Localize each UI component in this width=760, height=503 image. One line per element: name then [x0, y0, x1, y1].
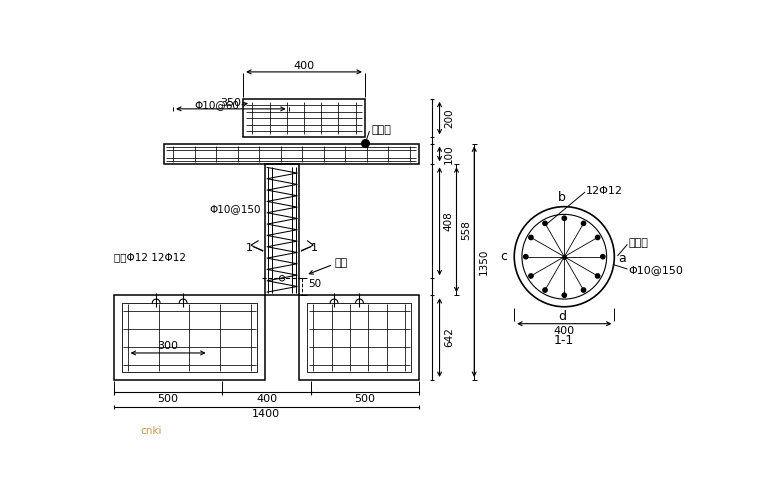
- Bar: [164, 143, 419, 164]
- Text: 12Φ12: 12Φ12: [586, 186, 623, 196]
- Text: 500: 500: [157, 394, 179, 404]
- Text: 400: 400: [256, 394, 277, 404]
- Text: 1-1: 1-1: [554, 334, 575, 347]
- Text: Φ10@60: Φ10@60: [195, 100, 239, 110]
- Circle shape: [529, 274, 533, 278]
- Text: 1: 1: [246, 243, 253, 253]
- Text: 100: 100: [444, 144, 454, 164]
- Text: 1400: 1400: [252, 409, 280, 419]
- Text: 吊环Φ12 12Φ12: 吊环Φ12 12Φ12: [114, 252, 186, 262]
- Bar: [307, 303, 411, 372]
- Circle shape: [600, 255, 605, 259]
- Circle shape: [562, 293, 566, 297]
- Text: 500: 500: [354, 394, 375, 404]
- Text: 350: 350: [220, 98, 242, 108]
- Text: 200: 200: [444, 108, 454, 128]
- Circle shape: [581, 221, 586, 225]
- Text: cnki: cnki: [140, 426, 162, 436]
- Text: 400: 400: [554, 325, 575, 336]
- Circle shape: [596, 274, 600, 278]
- Text: Φ10@150: Φ10@150: [210, 204, 261, 214]
- Text: c: c: [500, 250, 507, 263]
- Text: 柱底: 柱底: [334, 258, 347, 268]
- Text: 1350: 1350: [479, 248, 489, 275]
- Bar: [264, 164, 299, 295]
- Text: 加载点: 加载点: [629, 238, 648, 248]
- Bar: [122, 303, 257, 372]
- Text: a: a: [618, 252, 626, 265]
- Text: 400: 400: [293, 61, 315, 71]
- Circle shape: [524, 255, 528, 259]
- Text: Φ10@150: Φ10@150: [629, 266, 683, 276]
- Text: 50: 50: [309, 280, 321, 289]
- Text: 642: 642: [444, 327, 454, 348]
- Text: 558: 558: [461, 220, 470, 240]
- Text: 408: 408: [444, 211, 454, 231]
- Circle shape: [562, 216, 566, 220]
- Text: 1: 1: [312, 243, 318, 253]
- Bar: [299, 295, 419, 380]
- Circle shape: [581, 288, 586, 292]
- Text: d: d: [558, 309, 566, 322]
- Circle shape: [543, 221, 547, 225]
- Circle shape: [543, 288, 547, 292]
- Text: 300: 300: [157, 341, 179, 351]
- Text: b: b: [558, 191, 566, 204]
- Circle shape: [529, 235, 533, 239]
- Text: 加载点: 加载点: [371, 125, 391, 135]
- Bar: [114, 295, 264, 380]
- Bar: [243, 99, 365, 137]
- Circle shape: [596, 235, 600, 239]
